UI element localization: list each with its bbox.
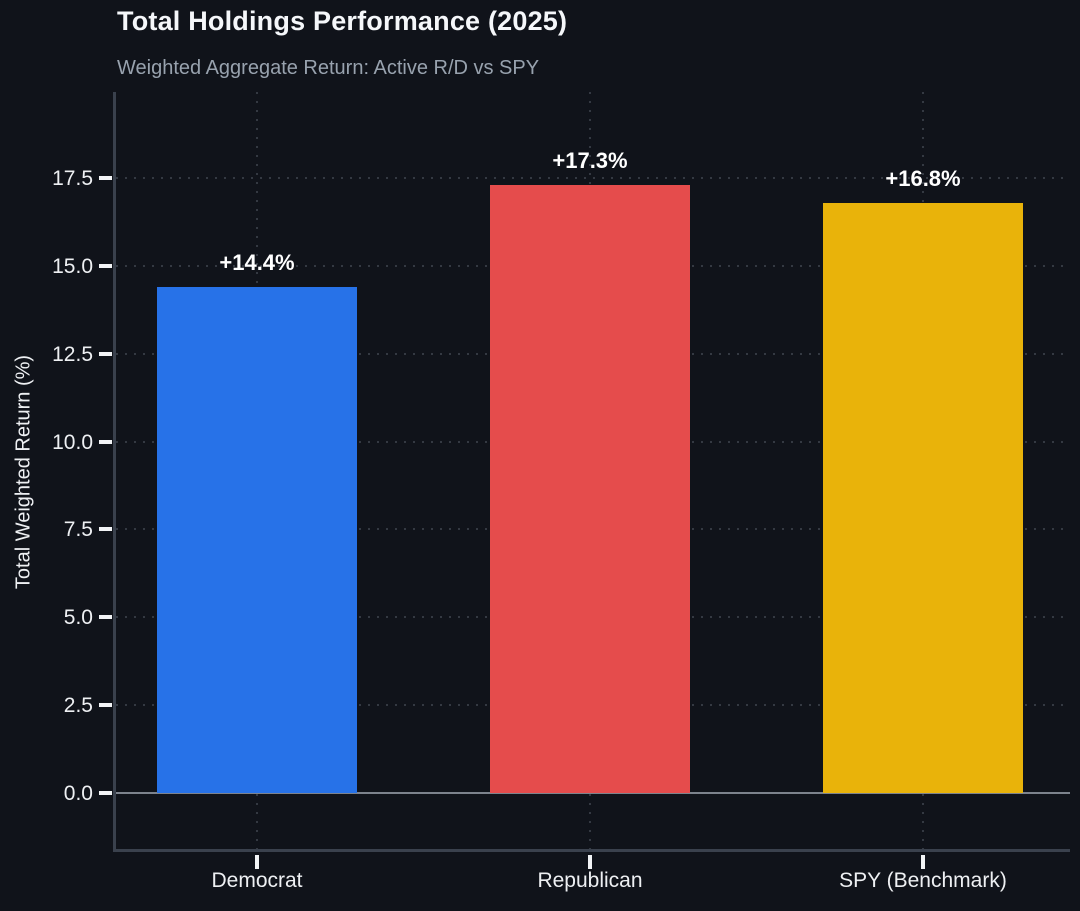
bar-value-label: +14.4% (219, 249, 295, 275)
y-tick-label: 2.5 (63, 694, 93, 718)
y-tick-label: 0.0 (63, 782, 93, 805)
x-tick-mark-Democrat (255, 855, 259, 869)
y-tick-mark-7.5 (99, 527, 112, 532)
y-tick-label: 15.0 (52, 254, 93, 278)
h-gridline-17.5 (116, 176, 1070, 179)
y-tick-label: 12.5 (52, 342, 93, 366)
y-tick-mark-0.0 (99, 791, 112, 795)
x-axis-spine (113, 849, 1070, 852)
y-tick-mark-10.0 (99, 439, 112, 444)
x-tick-mark-SPY (Benchmark) (921, 855, 925, 869)
y-tick-mark-12.5 (99, 351, 112, 356)
y-axis-title: Total Weighted Return (%) (12, 354, 35, 590)
bar-SPY (Benchmark) (823, 202, 1023, 793)
y-tick-label: 7.5 (63, 518, 93, 542)
y-tick-label: 5.0 (63, 606, 93, 630)
chart-subtitle: Weighted Aggregate Return: Active R/D vs… (117, 57, 540, 79)
y-tick-mark-5.0 (99, 615, 112, 620)
zero-baseline (116, 792, 1070, 794)
y-tick-mark-2.5 (99, 703, 112, 708)
bar-value-label: +17.3% (552, 148, 628, 174)
y-tick-label: 17.5 (52, 166, 93, 190)
y-tick-mark-17.5 (99, 175, 112, 180)
x-tick-label: SPY (Benchmark) (839, 869, 1007, 892)
bar-Democrat (157, 286, 357, 793)
plot-area: +14.4% +17.3% +16.8% (113, 92, 1070, 852)
x-tick-label: Republican (537, 869, 643, 892)
y-tick-label: 10.0 (52, 430, 93, 454)
x-tick-label: Democrat (211, 869, 303, 892)
y-axis-spine (113, 92, 116, 852)
chart-title: Total Holdings Performance (2025) (117, 6, 568, 36)
bar-Republican (490, 185, 690, 793)
y-tick-mark-15.0 (99, 263, 112, 268)
bar-value-label: +16.8% (885, 165, 961, 191)
x-tick-mark-Republican (588, 855, 592, 869)
